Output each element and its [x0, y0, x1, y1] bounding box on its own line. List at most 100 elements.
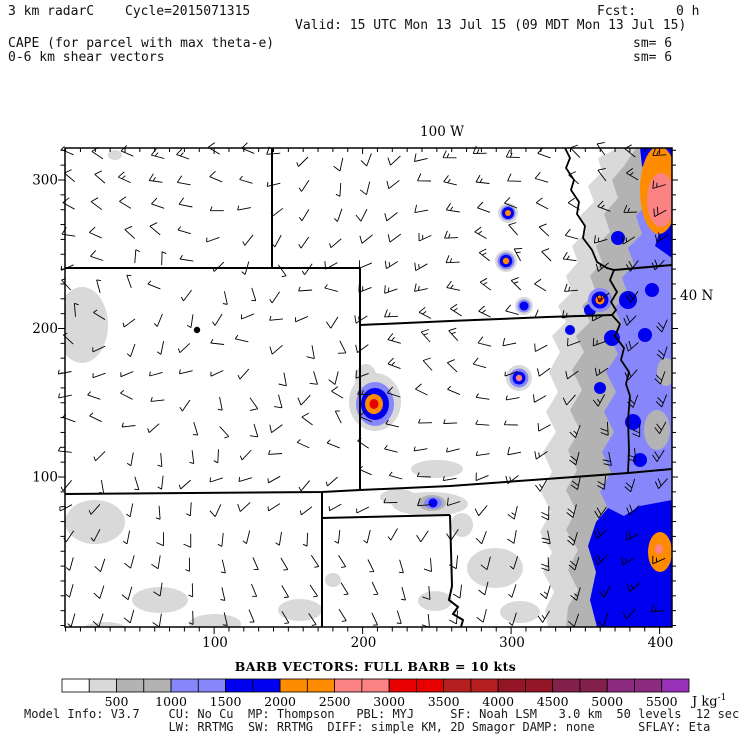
barb-vector-caption: BARB VECTORS: FULL BARB = 10 kts — [234, 659, 517, 674]
colorbar: 500 1000 1500 2000 2500 3000 3500 4000 4500 5000 5… — [61, 678, 690, 709]
wind-barb — [149, 222, 161, 236]
cape-maximum — [369, 399, 379, 409]
wind-barb — [535, 197, 549, 210]
wind-barb — [592, 337, 606, 347]
cape-maximum — [505, 210, 511, 216]
wind-barb — [302, 532, 309, 547]
wind-barb — [594, 367, 609, 377]
wind-barb — [310, 555, 320, 568]
cape-max-se-salmon — [655, 544, 663, 554]
cape-gray-patch — [467, 548, 523, 588]
wind-barb — [309, 371, 318, 385]
wind-barb — [248, 609, 255, 623]
wind-barb — [652, 449, 665, 462]
colorbar-segment — [225, 678, 254, 693]
colorbar-segment — [252, 678, 281, 693]
wind-barb — [210, 370, 224, 377]
wind-barb — [126, 274, 132, 289]
cape-blue-patch — [619, 291, 637, 309]
colorbar-segment — [116, 678, 145, 693]
wind-barb — [67, 613, 76, 627]
wind-barb — [475, 530, 487, 545]
wind-barb — [59, 504, 73, 512]
wind-barb — [654, 371, 666, 385]
cape-gray-patch — [83, 622, 127, 627]
wind-barb — [367, 559, 375, 573]
state-border — [613, 264, 672, 271]
wind-barb — [65, 557, 74, 571]
cape-gray-patch — [325, 573, 341, 587]
wind-barb — [94, 558, 106, 573]
wind-barb — [474, 505, 488, 517]
colorbar-segment — [525, 678, 554, 693]
wind-barb — [591, 312, 605, 322]
cape-blue-patch — [633, 453, 647, 467]
wind-barb — [387, 386, 401, 398]
wind-barb — [476, 609, 487, 623]
wind-barb — [186, 314, 194, 328]
colorbar-tick-label: 500 — [105, 694, 129, 709]
wind-barb — [507, 173, 522, 182]
wind-barb — [93, 309, 106, 320]
wind-barb — [413, 446, 428, 452]
colorbar-tick-label: 3000 — [373, 694, 405, 709]
fcst-value: 0 h — [676, 4, 700, 19]
wind-barb — [217, 532, 224, 547]
wind-barb — [295, 315, 309, 323]
wind-barb — [626, 504, 640, 516]
wind-barb — [308, 613, 317, 626]
cape-maximum — [502, 257, 510, 265]
wind-barb — [179, 399, 191, 412]
wind-barb — [242, 234, 254, 246]
wind-barb — [418, 232, 432, 242]
wind-barb — [475, 451, 490, 457]
wind-barb — [600, 421, 609, 436]
wind-barb — [237, 368, 250, 380]
wind-barb — [602, 452, 612, 466]
wind-barb — [267, 475, 281, 484]
wind-barb — [564, 283, 579, 292]
wind-barb — [417, 498, 432, 507]
wind-barb — [269, 315, 284, 321]
wind-barb — [209, 170, 223, 183]
wind-barb — [209, 477, 223, 483]
wind-barb — [301, 412, 313, 426]
wind-barb — [357, 386, 372, 396]
wind-barb — [533, 394, 547, 403]
cape-maximum — [519, 301, 529, 311]
wind-barb — [480, 556, 491, 571]
cape-blue-patch — [645, 283, 659, 297]
wind-barb — [384, 445, 398, 453]
wind-barb — [535, 479, 548, 492]
wind-barb — [371, 581, 379, 595]
wind-barb — [150, 396, 165, 402]
wind-barb — [371, 612, 379, 626]
wind-barb — [567, 197, 580, 210]
wind-barb — [65, 584, 74, 598]
wind-barb — [296, 156, 309, 167]
x-tick-label: 200 — [351, 635, 377, 651]
cape-blue-southeast — [588, 500, 672, 627]
colorbar-segment — [197, 678, 226, 693]
wind-barb — [387, 233, 402, 243]
wind-barb — [652, 147, 667, 157]
wind-barb — [474, 226, 487, 239]
wind-barb — [186, 502, 192, 517]
wind-barb — [384, 309, 399, 318]
wind-barb — [594, 554, 608, 566]
storm-motion-1: sm= 6 — [633, 36, 673, 51]
wind-barb — [446, 447, 460, 453]
wind-barb — [449, 610, 459, 625]
wind-barb — [193, 421, 199, 436]
wind-barb — [632, 423, 641, 438]
wind-barb — [183, 533, 192, 548]
wind-barb — [298, 180, 310, 192]
wind-barb — [96, 279, 102, 294]
cape-blue-patch — [565, 325, 575, 335]
wind-barb — [447, 385, 461, 396]
wind-barb — [118, 171, 131, 184]
cape-gray-patch — [132, 587, 188, 613]
wind-barb — [565, 370, 579, 380]
field-name-shear: 0-6 km shear vectors — [8, 50, 165, 65]
wind-barb — [153, 582, 163, 597]
